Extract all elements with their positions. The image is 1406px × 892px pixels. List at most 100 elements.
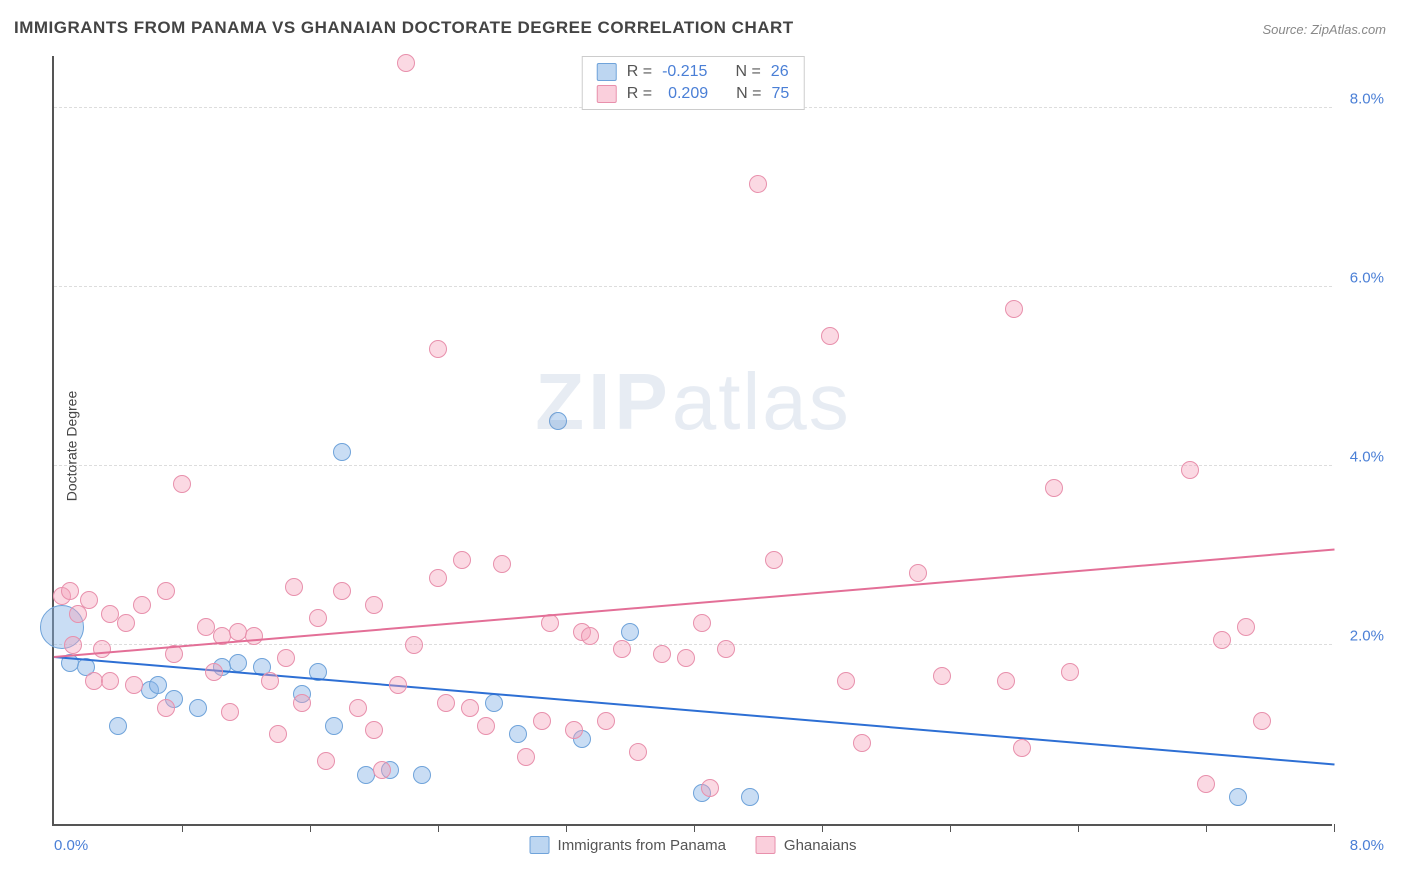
- data-point: [245, 627, 263, 645]
- legend-item-panama: Immigrants from Panama: [530, 836, 726, 854]
- n-label: N =: [736, 85, 761, 103]
- x-tick: [950, 824, 951, 832]
- data-point: [405, 636, 423, 654]
- source-attribution: Source: ZipAtlas.com: [1262, 22, 1386, 37]
- data-point: [293, 694, 311, 712]
- data-point: [1013, 739, 1031, 757]
- data-point: [1181, 461, 1199, 479]
- data-point: [461, 699, 479, 717]
- data-point: [1213, 631, 1231, 649]
- data-point: [1197, 775, 1215, 793]
- data-point: [317, 752, 335, 770]
- legend-item-ghanaians: Ghanaians: [756, 836, 857, 854]
- gridline: [54, 286, 1332, 287]
- swatch-blue-icon: [597, 63, 617, 81]
- data-point: [837, 672, 855, 690]
- trend-line: [54, 656, 1334, 765]
- y-tick-label: 6.0%: [1350, 269, 1384, 286]
- data-point: [109, 717, 127, 735]
- x-tick: [310, 824, 311, 832]
- r-value: 0.209: [662, 85, 708, 103]
- series-legend: Immigrants from Panama Ghanaians: [530, 836, 857, 854]
- data-point: [1253, 712, 1271, 730]
- data-point: [125, 676, 143, 694]
- data-point: [80, 591, 98, 609]
- trend-line: [54, 549, 1334, 658]
- data-point: [485, 694, 503, 712]
- data-point: [717, 640, 735, 658]
- data-point: [437, 694, 455, 712]
- watermark: ZIPatlas: [535, 356, 850, 448]
- gridline: [54, 465, 1332, 466]
- data-point: [581, 627, 599, 645]
- data-point: [621, 623, 639, 641]
- n-value: 75: [771, 85, 789, 103]
- data-point: [157, 699, 175, 717]
- r-label: R =: [627, 85, 652, 103]
- y-tick-label: 8.0%: [1350, 90, 1384, 107]
- data-point: [173, 475, 191, 493]
- data-point: [701, 779, 719, 797]
- data-point: [61, 582, 79, 600]
- data-point: [365, 721, 383, 739]
- legend-row-ghanaians: R = 0.209 N = 75: [597, 83, 790, 105]
- data-point: [693, 614, 711, 632]
- x-tick: [438, 824, 439, 832]
- data-point: [117, 614, 135, 632]
- data-point: [1005, 300, 1023, 318]
- data-point: [149, 676, 167, 694]
- data-point: [677, 649, 695, 667]
- n-value: 26: [771, 63, 789, 81]
- x-tick: [182, 824, 183, 832]
- data-point: [1061, 663, 1079, 681]
- data-point: [629, 743, 647, 761]
- data-point: [909, 564, 927, 582]
- data-point: [613, 640, 631, 658]
- correlation-legend: R = -0.215 N = 26 R = 0.209 N = 75: [582, 56, 805, 110]
- x-tick: [1334, 824, 1335, 832]
- data-point: [309, 609, 327, 627]
- data-point: [397, 54, 415, 72]
- data-point: [365, 596, 383, 614]
- data-point: [1237, 618, 1255, 636]
- data-point: [429, 569, 447, 587]
- data-point: [189, 699, 207, 717]
- data-point: [261, 672, 279, 690]
- data-point: [93, 640, 111, 658]
- data-point: [373, 761, 391, 779]
- data-point: [157, 582, 175, 600]
- data-point: [749, 175, 767, 193]
- data-point: [1229, 788, 1247, 806]
- y-tick-label: 2.0%: [1350, 627, 1384, 644]
- data-point: [333, 443, 351, 461]
- data-point: [229, 654, 247, 672]
- data-point: [653, 645, 671, 663]
- data-point: [221, 703, 239, 721]
- data-point: [389, 676, 407, 694]
- n-label: N =: [735, 63, 760, 81]
- x-tick: [1206, 824, 1207, 832]
- data-point: [429, 340, 447, 358]
- x-tick: [822, 824, 823, 832]
- data-point: [277, 649, 295, 667]
- r-value: -0.215: [662, 63, 707, 81]
- data-point: [741, 788, 759, 806]
- y-tick-label: 4.0%: [1350, 448, 1384, 465]
- data-point: [493, 555, 511, 573]
- x-tick: [694, 824, 695, 832]
- legend-label: Immigrants from Panama: [558, 837, 726, 854]
- data-point: [64, 636, 82, 654]
- data-point: [765, 551, 783, 569]
- data-point: [285, 578, 303, 596]
- chart-title: IMMIGRANTS FROM PANAMA VS GHANAIAN DOCTO…: [14, 18, 794, 38]
- x-tick: [1078, 824, 1079, 832]
- legend-row-panama: R = -0.215 N = 26: [597, 61, 790, 83]
- data-point: [853, 734, 871, 752]
- data-point: [477, 717, 495, 735]
- data-point: [133, 596, 151, 614]
- data-point: [1045, 479, 1063, 497]
- data-point: [205, 663, 223, 681]
- data-point: [413, 766, 431, 784]
- data-point: [517, 748, 535, 766]
- x-axis-max-label: 8.0%: [1350, 837, 1384, 854]
